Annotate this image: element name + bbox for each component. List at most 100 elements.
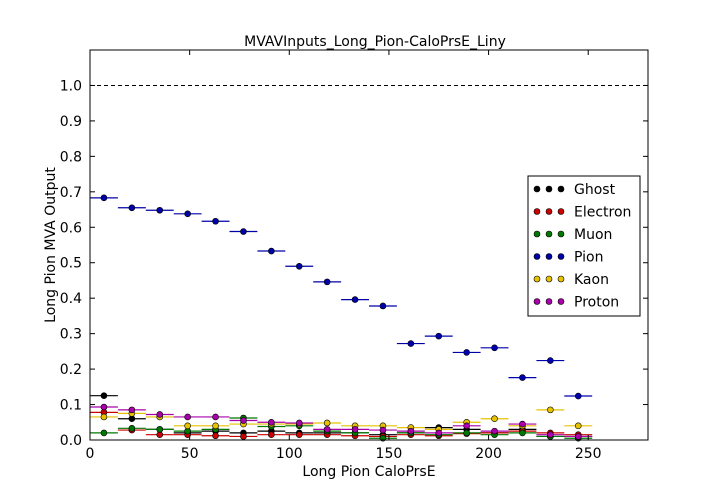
legend-marker: [533, 253, 541, 260]
data-point: [184, 413, 191, 421]
series-pion: [90, 194, 593, 400]
data-point: [156, 426, 164, 433]
legend-marker: [557, 230, 565, 238]
y-tick-label: 0.4: [60, 291, 82, 307]
legend-marker: [533, 230, 541, 238]
data-point: [435, 332, 443, 340]
legend-label: Muon: [574, 227, 612, 243]
data-point: [100, 429, 108, 437]
legend-entry: Ghost: [533, 182, 616, 198]
data-point: [212, 217, 219, 225]
legend-box: [527, 175, 641, 317]
data-point: [212, 413, 219, 421]
legend-marker: [533, 275, 541, 283]
x-tick-label: 100: [276, 446, 303, 462]
data-point: [407, 427, 415, 435]
x-axis-label: Long Pion CaloPrsE: [302, 464, 435, 480]
data-point: [128, 204, 136, 212]
y-tick-label: 0.9: [60, 114, 82, 130]
data-point: [240, 433, 247, 440]
data-point: [463, 429, 470, 437]
data-point: [519, 429, 526, 437]
x-tick-label: 0: [86, 446, 95, 462]
legend-marker: [545, 230, 553, 238]
legend-entry: Proton: [533, 295, 619, 311]
data-point: [547, 431, 554, 438]
x-tick-label: 200: [475, 446, 502, 462]
legend-marker: [557, 298, 565, 305]
legend-marker: [557, 275, 565, 283]
data-point: [268, 418, 275, 426]
y-tick-label: 0.5: [60, 256, 82, 272]
data-point: [491, 415, 498, 423]
data-point: [100, 413, 108, 421]
data-point: [519, 374, 526, 381]
data-point: [128, 406, 136, 414]
data-point: [323, 419, 331, 427]
data-point: [240, 228, 247, 235]
data-point: [295, 431, 303, 438]
data-point: [491, 427, 498, 435]
data-point: [463, 349, 470, 356]
legend-marker: [533, 208, 541, 215]
y-tick-label: 0.8: [60, 149, 82, 165]
data-point: [295, 262, 303, 270]
data-point: [547, 406, 554, 414]
legend-marker: [557, 185, 565, 193]
legend-marker: [545, 298, 553, 305]
data-point: [184, 422, 191, 430]
x-tick-label: 50: [181, 446, 199, 462]
legend-marker: [545, 253, 553, 260]
data-point: [351, 426, 359, 433]
legend-marker: [545, 275, 553, 283]
series-muon: [90, 414, 593, 442]
x-tick-label: 150: [376, 446, 403, 462]
data-point: [156, 206, 164, 214]
data-point: [435, 429, 443, 437]
data-point: [295, 419, 303, 427]
legend-label: Pion: [574, 250, 603, 266]
data-point: [323, 278, 331, 286]
data-point: [100, 194, 108, 202]
data-point: [240, 417, 247, 424]
data-point: [212, 432, 219, 440]
legend-marker: [545, 208, 553, 215]
series-proton: [90, 403, 593, 440]
series-kaon: [90, 406, 593, 433]
legend-marker: [557, 208, 565, 215]
legend-marker: [545, 185, 553, 193]
data-point: [574, 392, 582, 400]
data-point: [100, 403, 108, 411]
data-point: [574, 422, 582, 430]
legend-entry: Pion: [533, 250, 603, 266]
legend-label: Electron: [574, 205, 631, 221]
data-point: [491, 344, 498, 352]
y-tick-label: 0.0: [60, 433, 82, 449]
legend-label: Ghost: [574, 182, 616, 198]
data-point: [407, 340, 415, 347]
axis-ticks: 0 50 100 150 200 250 0.0 0.1 0.2 0.3 0.4 0.5 0.6 0.7 0…: [60, 50, 648, 462]
plot-frame: [89, 49, 649, 441]
y-tick-label: 0.6: [60, 220, 82, 236]
y-tick-label: 0.7: [60, 185, 82, 201]
data-point: [323, 426, 331, 433]
data-point: [128, 424, 136, 432]
x-tick-label: 250: [575, 446, 602, 462]
legend: Ghost Electron Muon Pion Kaon Proton: [527, 175, 641, 317]
legend-marker: [533, 185, 541, 193]
data-point: [212, 422, 219, 430]
legend-marker: [557, 253, 565, 260]
y-axis-label: Long Pion MVA Output: [43, 167, 59, 323]
data-point: [100, 392, 108, 399]
chart-title: MVAVInputs_Long_Pion-CaloPrsE_Liny: [244, 34, 506, 50]
y-tick-label: 0.3: [60, 327, 82, 343]
data-point: [156, 411, 164, 418]
legend-entry: Electron: [533, 205, 631, 221]
legend-marker: [533, 298, 541, 305]
data-point: [184, 210, 191, 218]
data-point: [379, 426, 387, 434]
data-point: [268, 247, 275, 255]
data-point: [463, 422, 470, 430]
y-tick-label: 0.1: [60, 398, 82, 414]
